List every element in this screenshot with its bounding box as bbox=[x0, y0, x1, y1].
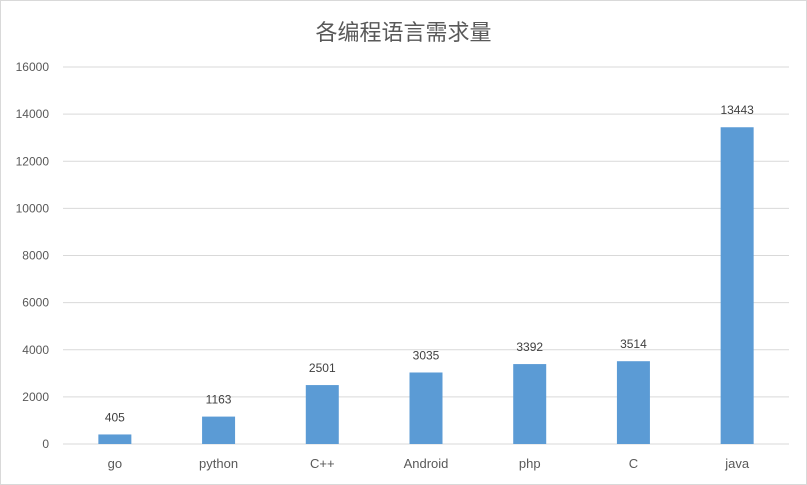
data-label: 405 bbox=[105, 410, 125, 424]
bar-php bbox=[513, 364, 547, 444]
bar-go bbox=[98, 434, 132, 444]
y-tick-label: 0 bbox=[42, 437, 49, 451]
y-tick-label: 2000 bbox=[22, 390, 49, 404]
bar-c bbox=[616, 361, 650, 444]
y-tick-label: 6000 bbox=[22, 296, 49, 310]
bar-python bbox=[202, 416, 236, 444]
y-tick-label: 10000 bbox=[16, 201, 50, 215]
y-tick-label: 4000 bbox=[22, 343, 49, 357]
y-tick-label: 14000 bbox=[16, 107, 50, 121]
x-tick-label: C bbox=[629, 456, 638, 471]
data-label: 3392 bbox=[516, 340, 543, 354]
x-tick-label: go bbox=[108, 456, 122, 471]
data-label: 3514 bbox=[620, 337, 647, 351]
x-tick-label: Android bbox=[404, 456, 449, 471]
bar-android bbox=[409, 372, 443, 444]
data-label: 13443 bbox=[720, 103, 754, 117]
x-tick-label: java bbox=[724, 456, 750, 471]
bar-java bbox=[720, 127, 754, 444]
y-tick-label: 12000 bbox=[16, 154, 50, 168]
x-tick-label: php bbox=[519, 456, 541, 471]
data-label: 2501 bbox=[309, 361, 336, 375]
data-label: 3035 bbox=[413, 348, 440, 362]
bar-c- bbox=[305, 385, 339, 444]
chart-title: 各编程语言需求量 bbox=[315, 21, 492, 46]
data-label: 1163 bbox=[206, 393, 232, 407]
y-tick-label: 8000 bbox=[22, 249, 49, 263]
x-tick-label: python bbox=[199, 456, 238, 471]
x-tick-label: C++ bbox=[310, 456, 335, 471]
y-tick-label: 16000 bbox=[16, 60, 50, 74]
